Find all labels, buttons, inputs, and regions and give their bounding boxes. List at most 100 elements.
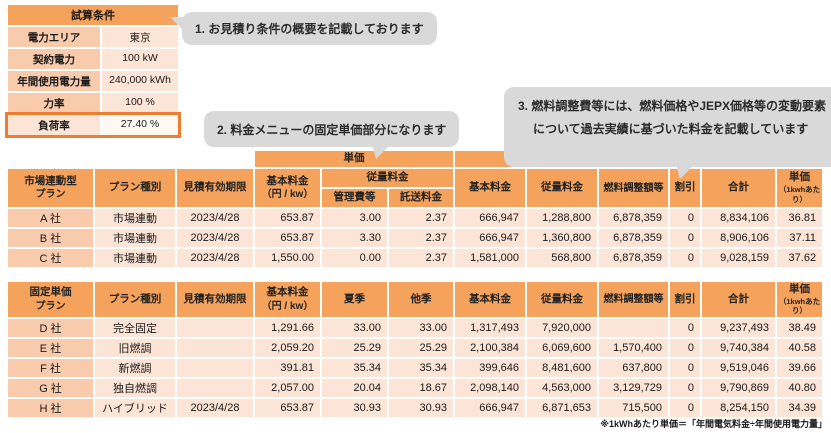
table-cell: 0 xyxy=(670,359,700,378)
column-header-row: 市場連動型 プラン プラン種別 見積有効期限 基本料金 （円 / kw） 従量料… xyxy=(8,169,823,207)
col-header-validity: 見積有効期限 xyxy=(177,282,253,318)
condition-label: 力率 xyxy=(8,93,100,113)
table-cell: 1,581,000 xyxy=(455,249,526,267)
table-cell: 9,028,159 xyxy=(702,249,776,267)
col-header-plan-type: プラン種別 xyxy=(95,169,175,207)
table-cell: 独自燃調 xyxy=(95,379,175,398)
table-cell: 37.11 xyxy=(777,229,823,247)
market-linked-plans-table: 単価 電気料金（年間） 市場連動型 プラン プラン種別 見積有効期限 基本料金 … xyxy=(6,149,824,269)
table-cell: 391.81 xyxy=(255,359,320,378)
col-header-market-plan-line2: プラン xyxy=(35,189,66,201)
table-cell: 568,800 xyxy=(527,249,598,267)
company-cell: A 社 xyxy=(8,209,93,227)
condition-value: 100 % xyxy=(102,93,178,113)
col-header-fixed-plan: 固定単価 プラン xyxy=(8,282,93,318)
callout-2: 2. 料金メニューの固定単価部分になります xyxy=(204,111,460,159)
table-cell: 3.30 xyxy=(322,229,387,247)
company-cell: H 社 xyxy=(8,399,93,418)
table-cell: 7,920,000 xyxy=(527,319,597,338)
table-cell: 653.87 xyxy=(255,209,320,227)
table-cell xyxy=(177,379,253,398)
col-header-basic-rate-line2: （円 / kw） xyxy=(261,300,314,312)
table-cell: 399,646 xyxy=(455,359,525,378)
company-cell: F 社 xyxy=(8,359,93,378)
table-cell: 1,570,400 xyxy=(599,339,668,358)
table-cell: 6,878,359 xyxy=(599,229,669,247)
condition-row-annual-usage: 年間使用電力量 240,000 kWh xyxy=(8,71,178,91)
condition-row-load-factor-highlighted: 負荷率 27.40 % xyxy=(5,112,181,138)
condition-label: 年間使用電力量 xyxy=(8,71,100,91)
table-row-company-g: G 社 独自燃調 2,057.00 20.04 18.67 2,098,140 … xyxy=(8,379,822,398)
callout-1-text: 1. お見積り条件の概要を記載しております xyxy=(195,22,424,36)
table-cell: 6,878,359 xyxy=(599,209,669,227)
col-header-other-season: 他季 xyxy=(389,282,453,318)
condition-row-power-factor: 力率 100 % xyxy=(8,93,178,113)
table-cell: 完全固定 xyxy=(95,319,175,338)
column-subheader-row: 管理費等 託送料金 xyxy=(8,189,822,207)
col-header-fixed-plan-line1: 固定単価 xyxy=(29,286,72,299)
table-cell: 3,129,729 xyxy=(599,379,668,398)
col-header-total: 合計 xyxy=(702,169,776,207)
callout-tail-icon xyxy=(372,144,391,159)
callout-2-text: 2. 料金メニューの固定単価部分になります xyxy=(217,122,447,137)
table-cell: 市場連動 xyxy=(95,209,175,227)
table-cell: 9,519,046 xyxy=(702,359,775,378)
table-cell xyxy=(599,319,668,338)
table-cell: 666,947 xyxy=(455,209,526,227)
band-unit-price: 単価 xyxy=(255,151,454,167)
table-cell: 36.81 xyxy=(777,209,823,227)
table-cell: 8,834,106 xyxy=(702,209,776,227)
table-cell: 25.29 xyxy=(389,339,453,358)
table-cell: 2023/4/28 xyxy=(177,209,253,227)
table-cell: 33.00 xyxy=(389,319,453,338)
col-header-wheeling-fee: 託送料金 xyxy=(389,189,454,207)
table-cell xyxy=(177,319,253,338)
table-cell: 2.37 xyxy=(389,229,454,247)
table-cell: 2.37 xyxy=(389,249,454,267)
table-cell: 2023/4/28 xyxy=(177,229,253,247)
col-header-volume-rate: 従量料金 xyxy=(322,169,454,187)
table-cell: 653.87 xyxy=(255,399,320,418)
company-cell: E 社 xyxy=(8,339,93,358)
table-cell: 9,790,869 xyxy=(702,379,775,398)
table-cell: 40.58 xyxy=(777,339,822,358)
table-cell: 637,800 xyxy=(599,359,668,378)
table-cell: 0 xyxy=(670,399,700,418)
col-header-unit-price-line1: 単価 xyxy=(789,171,811,184)
condition-label: 負荷率 xyxy=(8,115,100,135)
col-header-market-plan: 市場連動型 プラン xyxy=(8,169,93,207)
table-row-company-e: E 社 旧燃調 2,059.20 25.29 25.29 2,100,384 6… xyxy=(8,339,822,358)
table-cell: 30.93 xyxy=(322,399,387,418)
table-cell: 37.62 xyxy=(777,249,823,267)
table-row-company-d: D 社 完全固定 1,291.66 33.00 33.00 1,317,493 … xyxy=(8,319,822,338)
table-row-company-h: H 社 ハイブリッド 2023/4/28 653.87 30.93 30.93 … xyxy=(8,399,822,418)
table-row-company-b: B 社 市場連動 2023/4/28 653.87 3.30 2.37 666,… xyxy=(8,229,823,247)
table-cell: 0 xyxy=(670,229,701,247)
table-cell: 39.66 xyxy=(777,359,822,378)
table-cell: 0 xyxy=(670,319,700,338)
table-cell: 0 xyxy=(670,339,700,358)
callout-3-text-line1: 3. 燃料調整費等には、燃料価格やJEPX価格等の変動要素 xyxy=(518,99,827,113)
conditions-table: 試算条件 電力エリア 東京 契約電力 100 kW 年間使用電力量 240,00… xyxy=(5,5,181,138)
table-cell: 2,098,140 xyxy=(455,379,525,398)
table-cell: 0 xyxy=(670,379,700,398)
table-cell: 20.04 xyxy=(322,379,387,398)
col-header-plan-type: プラン種別 xyxy=(95,282,175,318)
table-cell: 9,237,493 xyxy=(702,319,775,338)
col-header-annual-basic: 基本料金 xyxy=(455,169,526,207)
table-cell: 市場連動 xyxy=(95,249,175,267)
table-cell: 1,550.00 xyxy=(255,249,320,267)
table-cell: 旧燃調 xyxy=(95,339,175,358)
fixed-price-plans-table: 固定単価 プラン プラン種別 見積有効期限 基本料金 （円 / kw） 夏季 他… xyxy=(6,280,824,419)
table-cell: 30.93 xyxy=(389,399,453,418)
table-cell: 2,100,384 xyxy=(455,339,525,358)
footnote: ※1kWhあたり単価＝「年間電気料金÷年間使用電力量」 xyxy=(600,419,827,429)
column-header-row: 固定単価 プラン プラン種別 見積有効期限 基本料金 （円 / kw） 夏季 他… xyxy=(8,282,822,318)
company-cell: C 社 xyxy=(8,249,93,267)
callout-3: 3. 燃料調整費等には、燃料価格やJEPX価格等の変動要素 について過去実績に基… xyxy=(504,87,831,179)
col-header-annual-volume: 従量料金 xyxy=(527,282,597,318)
table-cell: 8,906,106 xyxy=(702,229,776,247)
table-cell: 市場連動 xyxy=(95,229,175,247)
table-cell: 新燃調 xyxy=(95,359,175,378)
